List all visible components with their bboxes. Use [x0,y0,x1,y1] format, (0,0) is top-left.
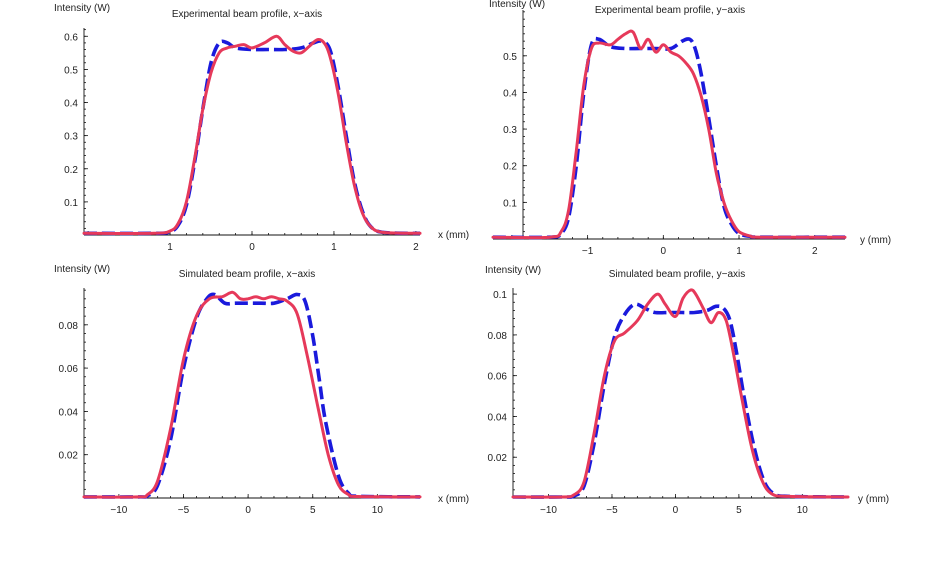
x-tick-label: −10 [540,505,557,516]
panel-exp-y: Intensity (W) Experimental beam profile,… [489,0,891,257]
x-tick-label: 0 [661,246,667,257]
series-line-dashed [512,302,849,499]
x-tick-label: −1 [582,246,594,257]
x-axis-label: x (mm) [438,230,469,241]
x-axis-label: y (mm) [858,494,889,505]
y-tick-label: 0.04 [488,412,508,423]
chart-title: Experimental beam profile, y−axis [595,5,745,16]
x-tick-label: 2 [413,242,419,253]
panel-sim-x: Intensity (W) Simulated beam profile, x−… [54,264,469,516]
y-tick-label: 0.2 [64,165,78,176]
y-tick-label: 0.4 [64,99,78,110]
x-tick-label: 5 [736,505,742,516]
y-tick-label: 0.5 [64,65,78,76]
y-tick-label: 0.6 [64,32,78,43]
x-tick-label: 2 [812,246,818,257]
panel-exp-x: Intensity (W) Experimental beam profile,… [54,3,469,253]
y-tick-label: 0.3 [503,125,517,136]
x-tick-label: −10 [110,505,127,516]
y-tick-label: 0.04 [59,407,79,418]
series-line-solid [511,288,850,499]
x-tick-label: 0 [249,242,255,253]
y-axis-label: Intensity (W) [54,264,110,275]
x-axis-label: x (mm) [438,494,469,505]
y-tick-label: 0.1 [493,290,507,301]
y-tick-label: 0.02 [488,453,508,464]
panel-sim-y: Intensity (W) Simulated beam profile, y−… [485,265,889,516]
series-line-solid [491,29,847,240]
y-tick-label: 0.3 [64,132,78,143]
x-tick-label: −5 [606,505,618,516]
y-tick-label: 0.2 [503,162,517,173]
x-tick-label: 0 [673,505,679,516]
y-tick-label: 0.06 [488,372,508,383]
y-axis-label: Intensity (W) [54,3,110,14]
chart-title: Simulated beam profile, x−axis [179,269,315,280]
x-tick-label: −5 [178,505,190,516]
y-tick-label: 0.5 [503,52,517,63]
series-line-solid [82,290,422,499]
y-tick-label: 0.4 [503,88,517,99]
y-tick-label: 0.1 [64,198,78,209]
x-tick-label: 1 [736,246,742,257]
x-tick-label: 10 [372,505,384,516]
x-tick-label: 1 [331,242,337,253]
y-tick-label: 0.1 [503,198,517,209]
x-axis-label: y (mm) [860,235,891,246]
y-tick-label: 0.06 [59,364,79,375]
x-tick-label: 0 [245,505,251,516]
series-line-solid [82,34,422,235]
series-line-dashed [492,36,846,240]
y-axis-label: Intensity (W) [489,0,545,10]
y-axis-label: Intensity (W) [485,265,541,276]
x-tick-label: 5 [310,505,316,516]
y-tick-label: 0.02 [59,451,79,462]
y-tick-label: 0.08 [488,331,508,342]
series-line-dashed [83,39,421,236]
x-tick-label: 1 [167,242,173,253]
x-tick-label: 10 [797,505,809,516]
chart-title: Experimental beam profile, x−axis [172,9,322,20]
series-line-dashed [83,292,421,499]
chart-title: Simulated beam profile, y−axis [609,269,745,280]
y-tick-label: 0.08 [59,321,79,332]
